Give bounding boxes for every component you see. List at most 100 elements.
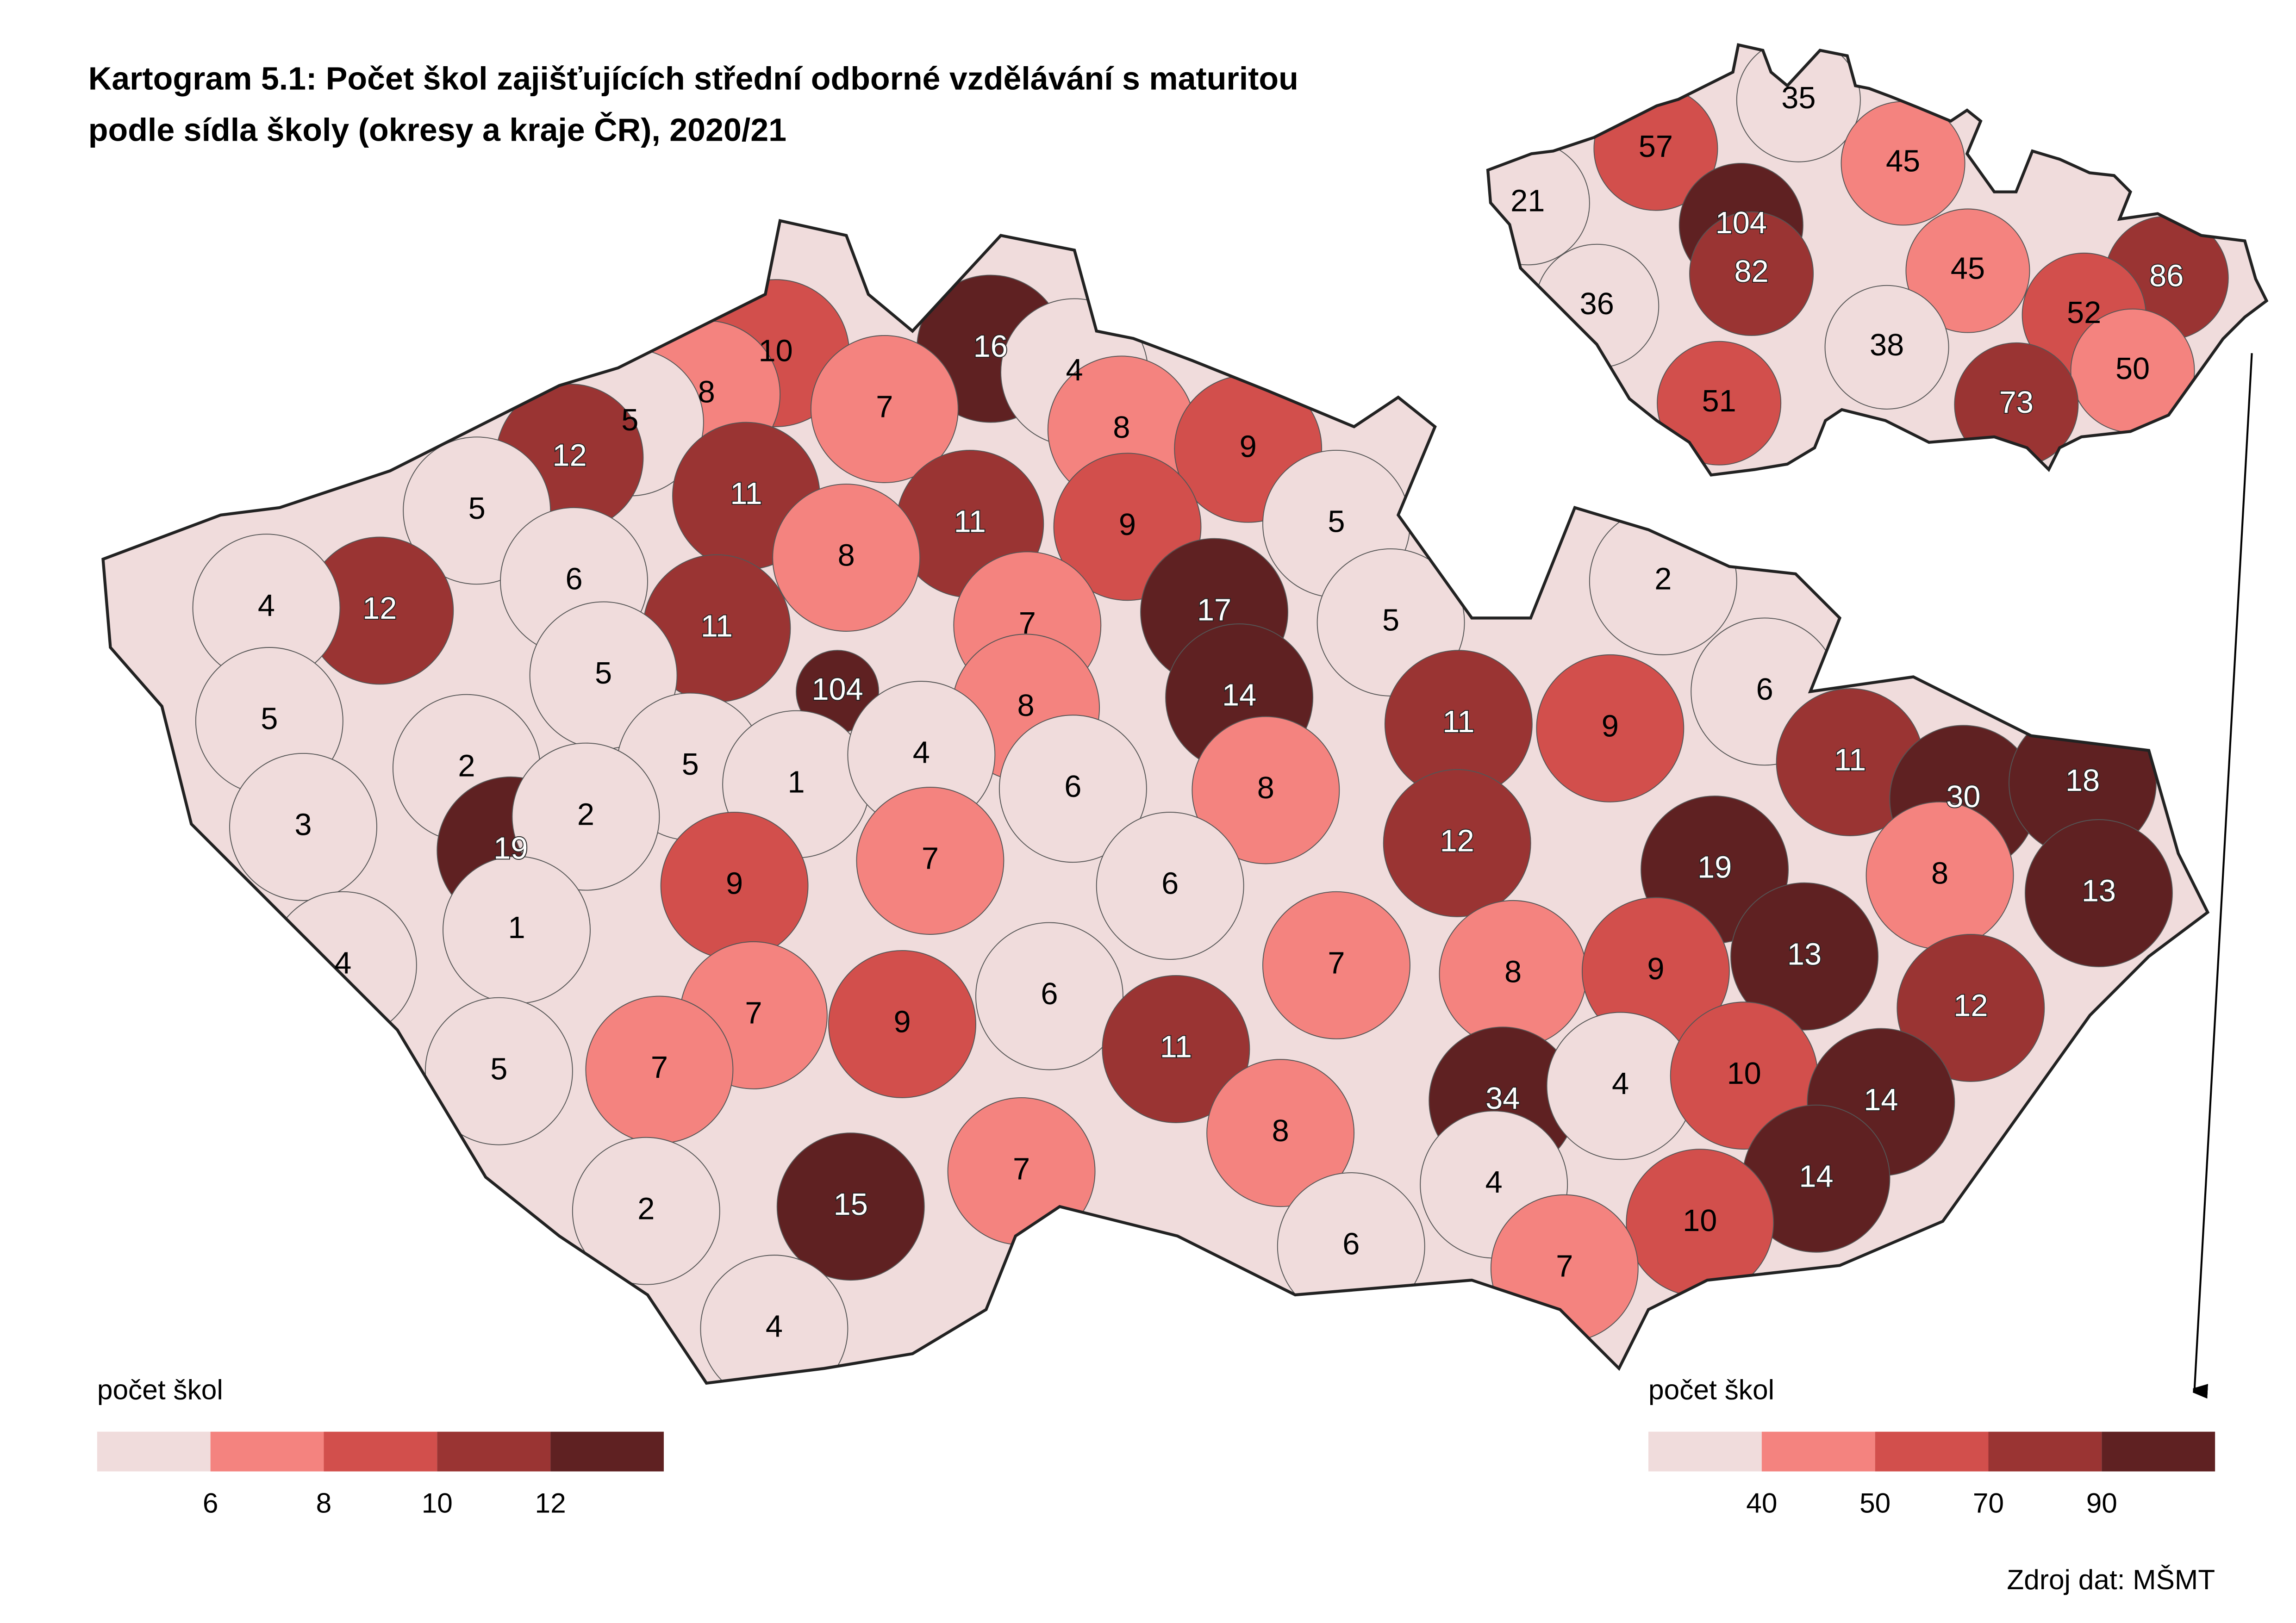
- area-label: 14: [1222, 678, 1256, 713]
- area-label: 8: [1257, 771, 1274, 805]
- area-label: 4: [1612, 1067, 1629, 1101]
- area: [1192, 716, 1340, 864]
- legend-swatch: [1875, 1431, 1989, 1472]
- area-label: 10: [758, 334, 792, 368]
- area: [1897, 934, 2045, 1082]
- area-label: 11: [1834, 743, 1866, 777]
- area-label: 8: [1504, 955, 1522, 989]
- area-label: 19: [493, 831, 528, 865]
- area: [1262, 891, 1410, 1039]
- area-label: 7: [922, 842, 939, 876]
- area-label: 19: [1697, 851, 1732, 885]
- area: [975, 922, 1123, 1070]
- area-label: 86: [2149, 259, 2184, 293]
- area: [828, 950, 976, 1098]
- area-label: 13: [2082, 874, 2116, 908]
- area: [776, 1132, 925, 1281]
- area-label: 9: [1119, 508, 1136, 542]
- area-label: 2: [637, 1192, 655, 1226]
- area-label: 38: [1870, 328, 1904, 362]
- area-label: 2: [458, 749, 475, 783]
- area-label: 5: [261, 702, 278, 736]
- area-label: 12: [1440, 824, 1474, 858]
- area-label: 51: [1702, 384, 1736, 418]
- area-label: 73: [1999, 386, 2034, 420]
- area-label: 1: [508, 911, 525, 945]
- legend-label: 10: [422, 1487, 453, 1519]
- area-label: 9: [893, 1005, 911, 1039]
- area-label: 6: [1756, 672, 1773, 707]
- legend-label: 12: [535, 1487, 566, 1519]
- area-label: 6: [1064, 770, 1081, 804]
- area-label: 10: [1727, 1057, 1761, 1091]
- area-label: 2: [577, 797, 594, 832]
- area-label: 12: [552, 438, 586, 473]
- area-label: 5: [682, 747, 699, 782]
- legend-swatch: [1761, 1431, 1875, 1472]
- legend-title: počet škol: [97, 1374, 223, 1405]
- area-label: 8: [1931, 856, 1948, 890]
- area-label: 5: [1382, 603, 1399, 638]
- area-label: 10: [1683, 1204, 1717, 1238]
- area-label: 7: [876, 390, 893, 424]
- legend-swatch: [437, 1431, 551, 1472]
- area: [810, 335, 959, 483]
- area-label: 5: [468, 491, 486, 526]
- area-label: 6: [1342, 1227, 1360, 1262]
- legend-title: počet škol: [1648, 1374, 1774, 1405]
- area-label: 11: [1160, 1030, 1192, 1064]
- area-label: 35: [1781, 81, 1816, 115]
- area-label: 11: [954, 505, 986, 539]
- area-label: 6: [565, 562, 582, 597]
- source: Zdroj dat: MŠMT: [2007, 1564, 2215, 1595]
- area: [512, 742, 660, 891]
- area: [572, 1137, 720, 1285]
- area-label: 7: [651, 1051, 668, 1085]
- arrow: [2195, 353, 2253, 1391]
- map-areas: [1488, 44, 2229, 467]
- area-label: 11: [730, 477, 762, 511]
- area-label: 36: [1580, 287, 1614, 321]
- legend-label: 90: [2086, 1487, 2117, 1519]
- area: [1736, 44, 1861, 162]
- legend-swatch: [1648, 1431, 1762, 1472]
- area-label: 9: [1647, 952, 1664, 986]
- title-line: podle sídla školy (okresy a kraje ČR), 2…: [88, 112, 786, 148]
- area-label: 4: [1485, 1165, 1503, 1200]
- legend-swatch: [210, 1431, 324, 1472]
- area: [1730, 882, 1878, 1031]
- area-label: 4: [258, 589, 275, 623]
- map-outline: [101, 219, 2210, 1385]
- area-label: 6: [1161, 867, 1179, 901]
- area-label: 16: [973, 330, 1008, 364]
- area-label: 11: [1442, 705, 1474, 739]
- area: [2025, 819, 2173, 967]
- area-label: 6: [1041, 977, 1058, 1011]
- area: [424, 997, 573, 1145]
- area-label: 30: [1946, 780, 1980, 814]
- area-label: 4: [766, 1310, 783, 1344]
- area-label: 15: [834, 1188, 868, 1222]
- area-label: 4: [1066, 353, 1083, 387]
- area-label: 12: [362, 591, 397, 626]
- legend-swatch: [2102, 1431, 2215, 1472]
- map-outline: [1486, 43, 2269, 477]
- area: [1657, 341, 1782, 466]
- legend-swatch: [324, 1431, 437, 1472]
- legend-label: 6: [203, 1487, 218, 1519]
- area: [1383, 769, 1531, 917]
- area-label: 2: [1654, 562, 1672, 597]
- area-label: 104: [1716, 206, 1767, 240]
- area-label: 5: [1328, 505, 1345, 539]
- legend-label: 8: [316, 1487, 332, 1519]
- area: [1536, 654, 1685, 802]
- area-label: 17: [1197, 593, 1231, 627]
- legend-swatch: [97, 1431, 211, 1472]
- area-label: 4: [913, 736, 930, 770]
- area-label: 18: [2065, 764, 2100, 798]
- area: [1096, 812, 1244, 960]
- area-label: 8: [838, 539, 855, 573]
- area: [1905, 208, 2030, 333]
- area-label: 7: [745, 996, 762, 1030]
